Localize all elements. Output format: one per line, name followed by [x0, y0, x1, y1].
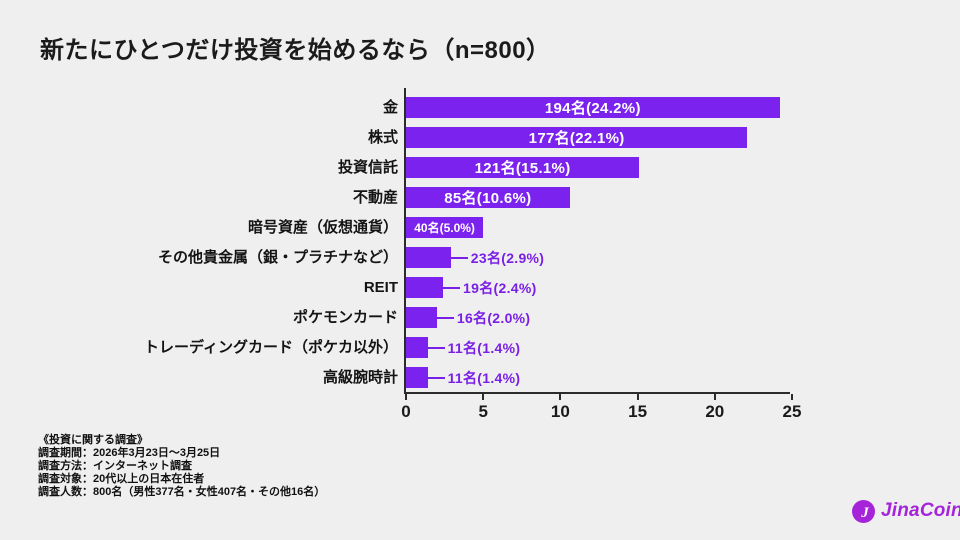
- bar-value-label: 11名(1.4%): [447, 339, 521, 356]
- category-label: 株式: [367, 129, 398, 146]
- x-tick: [405, 394, 407, 400]
- bar-row: 株式 177名(22.1%): [368, 127, 792, 148]
- survey-note-count: 調査人数：800名（男性377名・女性407名・その他16名）: [38, 485, 326, 498]
- bar-row: トレーディングカード（ポケカ以外） 11名(1.4%): [144, 337, 792, 358]
- x-tick-label: 20: [705, 402, 725, 421]
- bar-value-annotation: 19名(2.4%): [443, 277, 537, 298]
- bar-row: 投資信託 121名(15.1%): [338, 157, 792, 178]
- bar-value-label: 16名(2.0%): [456, 309, 531, 326]
- survey-note-period: 調査期間：2026年3月23日〜3月25日: [38, 446, 221, 459]
- leader-line: [427, 346, 445, 349]
- category-label: 高級腕時計: [322, 369, 398, 386]
- survey-notes-heading: 《投資に関する調査》: [38, 434, 148, 446]
- bar-value-label: 121名(15.1%): [474, 160, 571, 177]
- x-tick: [559, 394, 562, 400]
- survey-note-method: 調査方法：インターネット調査: [38, 459, 192, 472]
- bar-chart: 金 194名(24.2%) 株式 177名(22.1%) 投資信託 121名(15.1%)…: [144, 88, 801, 421]
- leader-line: [427, 376, 445, 379]
- x-tick-label: 0: [401, 402, 411, 421]
- bar: [406, 367, 428, 388]
- x-tick-label: 5: [478, 402, 488, 421]
- bar-value-label: 40名(5.0%): [414, 221, 475, 235]
- category-label: 投資信託: [337, 159, 398, 176]
- bar: 85名(10.6%): [406, 187, 570, 208]
- jinacoin-logo: J JinaCoin: [851, 498, 960, 524]
- leader-line: [450, 256, 468, 259]
- bar-value-label: 177名(22.1%): [528, 130, 625, 147]
- bar-row: 高級腕時計 11名(1.4%): [323, 367, 792, 388]
- x-tick: [713, 394, 716, 400]
- leader-line: [436, 316, 454, 319]
- jinacoin-coin-icon: J: [852, 499, 875, 523]
- bar: 194名(24.2%): [406, 97, 780, 118]
- x-tick: [636, 394, 639, 400]
- bar: 177名(22.1%): [406, 127, 748, 148]
- bar-row: 金 194名(24.2%): [383, 97, 792, 118]
- bar: [406, 277, 444, 298]
- x-tick-label: 10: [550, 402, 570, 421]
- bar: [406, 247, 451, 268]
- bar-row: ポケモンカード 16名(2.0%): [293, 307, 792, 328]
- jinacoin-logo-text: JinaCoin: [881, 500, 960, 521]
- bar: 121名(15.1%): [406, 157, 640, 178]
- x-tick-label: 25: [782, 402, 802, 421]
- bar-value-annotation: 23名(2.9%): [450, 247, 545, 268]
- bar-value-label: 85名(10.6%): [444, 190, 532, 207]
- bar: [406, 307, 437, 328]
- bar-value-annotation: 16名(2.0%): [436, 307, 531, 328]
- x-tick: [482, 394, 485, 400]
- x-tick-label: 15: [628, 402, 648, 421]
- bar-value-label: 194名(24.2%): [544, 100, 641, 117]
- svg-text:J: J: [860, 505, 869, 521]
- category-label: 金: [382, 99, 398, 116]
- survey-note-target: 調査対象：20代以上の日本在住者: [38, 472, 205, 485]
- category-label: REIT: [363, 279, 398, 296]
- bar-value-label: 23名(2.9%): [470, 249, 545, 266]
- category-label: 不動産: [352, 189, 398, 206]
- category-label: 暗号資産（仮想通貨）: [247, 219, 398, 236]
- bar-row: 暗号資産（仮想通貨） 40名(5.0%): [248, 217, 792, 238]
- bar: [406, 337, 428, 358]
- category-label: その他貴金属（銀・プラチナなど）: [157, 249, 398, 266]
- x-tick: [791, 394, 793, 400]
- survey-notes: 《投資に関する調査》 調査期間：2026年3月23日〜3月25日 調査方法：イン…: [38, 434, 325, 499]
- bar-row: その他貴金属（銀・プラチナなど） 23名(2.9%): [158, 247, 792, 268]
- page-title: 新たにひとつだけ投資を始めるなら（n=800）: [40, 37, 551, 64]
- category-label: ポケモンカード: [292, 309, 398, 326]
- bar-value-label: 11名(1.4%): [447, 369, 521, 386]
- bar-value-label: 19名(2.4%): [463, 279, 537, 296]
- bar: 40名(5.0%): [406, 217, 484, 238]
- bar-value-annotation: 11名(1.4%): [427, 337, 521, 358]
- bar-row: 不動産 85名(10.6%): [353, 187, 792, 208]
- bar-row: REIT 19名(2.4%): [364, 277, 792, 298]
- category-label: トレーディングカード（ポケカ以外）: [144, 339, 398, 356]
- leader-line: [443, 286, 461, 289]
- bar-value-annotation: 11名(1.4%): [427, 367, 521, 388]
